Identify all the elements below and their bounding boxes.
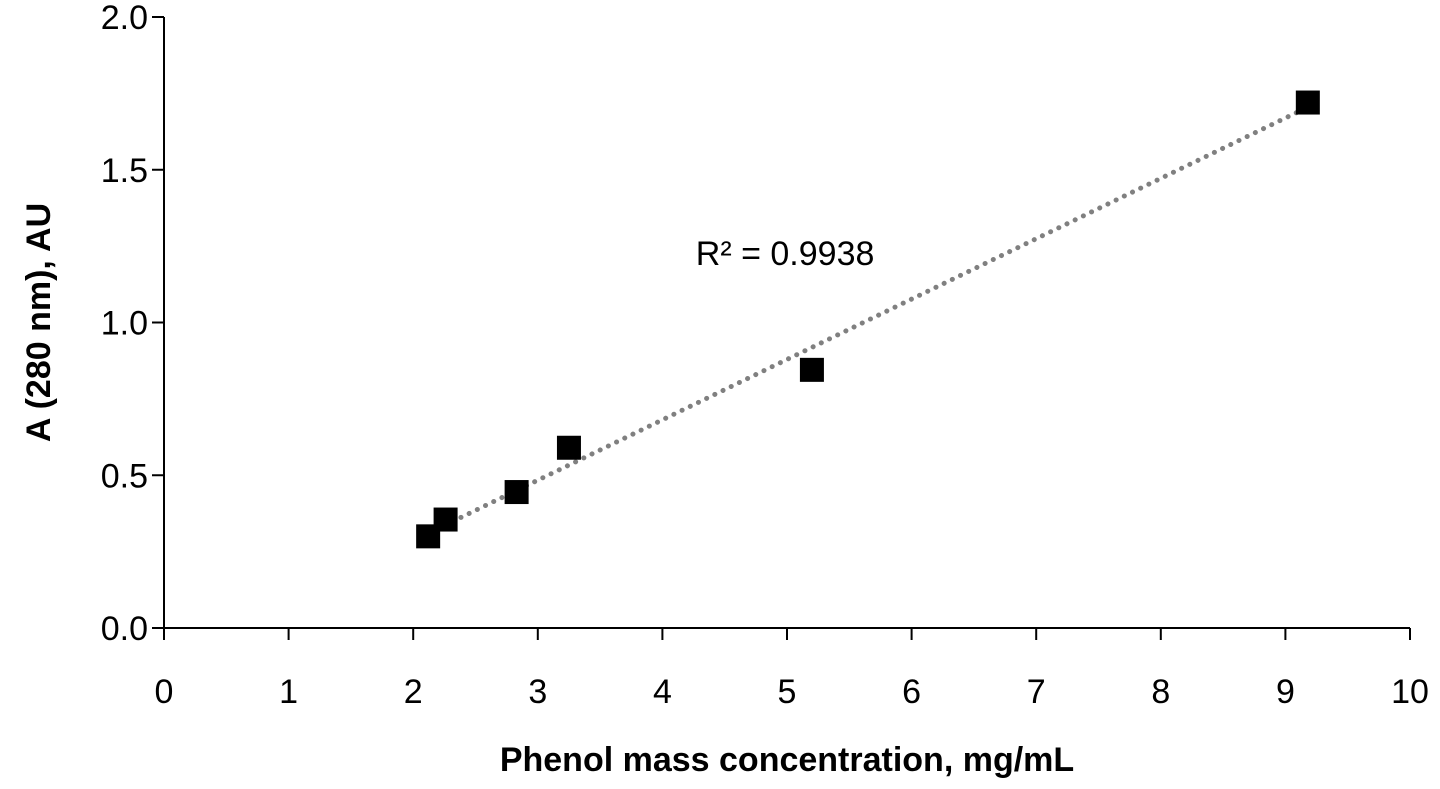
x-tick-label-10: 10 (1391, 673, 1429, 711)
r-squared-annotation: R² = 0.9938 (696, 235, 875, 273)
data-point (433, 507, 458, 532)
axes: 0 1 2 3 4 5 6 7 8 9 10 0.0 0.5 1.0 1.5 2.0 (101, 0, 1429, 711)
x-tick-label-5: 5 (778, 673, 797, 711)
y-tick-label-1-5: 1.5 (101, 152, 148, 190)
labels: Phenol mass concentration, mg/mL A (280 … (20, 203, 1074, 779)
x-tick-label-2: 2 (404, 673, 423, 711)
trendline (425, 104, 1311, 536)
trendline-layer (425, 104, 1311, 536)
x-tick-label-4: 4 (653, 673, 672, 711)
x-tick-label-9: 9 (1276, 673, 1295, 711)
x-tick-label-1: 1 (279, 673, 298, 711)
x-tick-label-6: 6 (902, 673, 921, 711)
y-axis-title: A (280 nm), AU (20, 203, 58, 442)
x-tick-label-3: 3 (528, 673, 547, 711)
data-points (416, 90, 1320, 549)
data-point (799, 357, 824, 382)
y-tick-label-2: 2.0 (101, 0, 148, 37)
y-tick-label-0-5: 0.5 (101, 457, 148, 495)
x-tick-label-0: 0 (155, 673, 174, 711)
x-tick-label-7: 7 (1027, 673, 1046, 711)
y-tick-label-0: 0.0 (101, 610, 148, 648)
data-point (556, 435, 581, 460)
data-point (504, 480, 529, 505)
y-tick-label-1: 1.0 (101, 305, 148, 343)
x-tick-label-8: 8 (1151, 673, 1170, 711)
x-axis-title: Phenol mass concentration, mg/mL (500, 741, 1074, 779)
data-point (1295, 90, 1320, 115)
